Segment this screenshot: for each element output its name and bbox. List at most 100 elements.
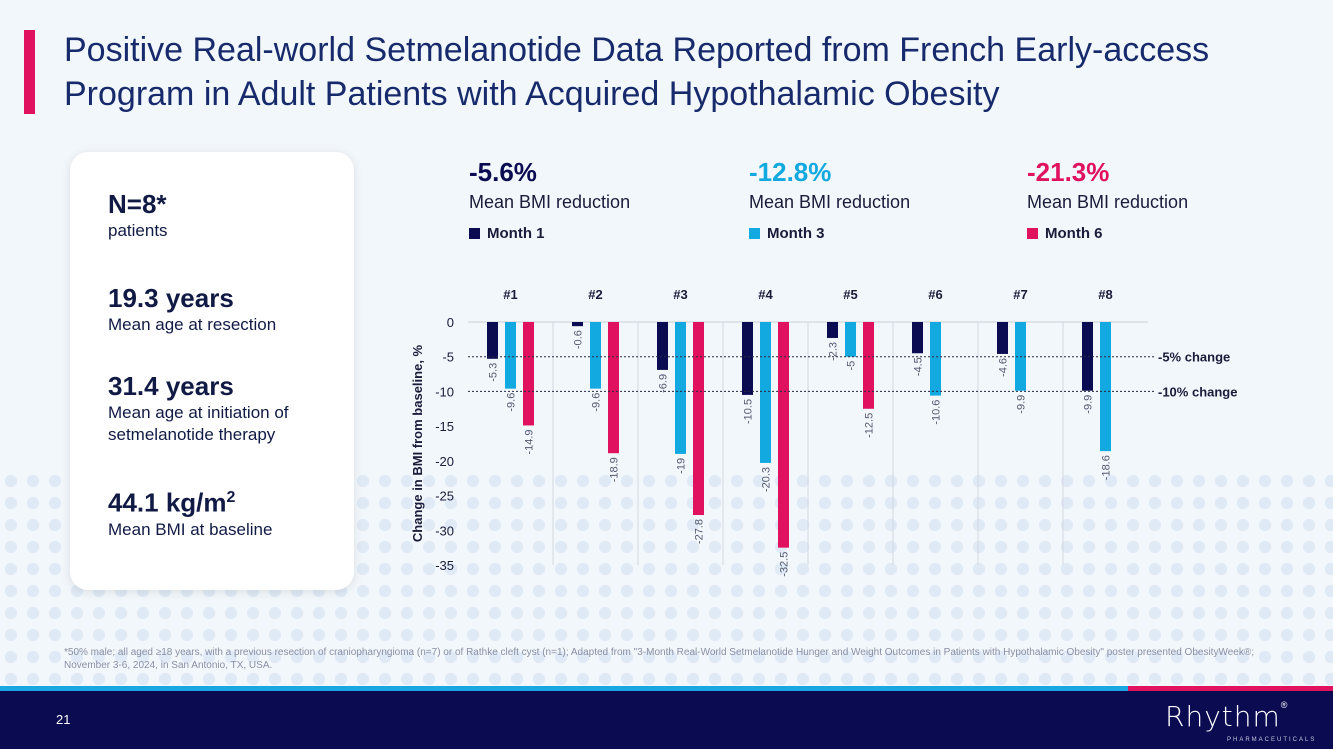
bar-month-3 (930, 322, 941, 396)
y-tick-label: -25 (435, 489, 454, 504)
reference-line-label: -10% change (1158, 384, 1237, 399)
bar-month-1 (912, 322, 923, 354)
footnote: *50% male; all aged ≥18 years, with a pr… (64, 647, 1254, 671)
data-label: -9.6 (591, 393, 603, 412)
rhythm-logo: Rhythm® PHARMACEUTICALS (1165, 700, 1314, 743)
bmi-change-bar-chart: 0 -5 -10 -15 -20 -25 -30 -35 Change in BMI from … (410, 287, 1237, 577)
data-label: -5 (846, 361, 858, 371)
footer-bar (0, 691, 1333, 749)
bar-month-1 (487, 322, 498, 359)
category-label: #1 (503, 287, 517, 302)
data-label: -9.9 (1083, 395, 1095, 414)
legend-swatch (1027, 228, 1038, 239)
stat-baseline-bmi: 44.1 kg/m2 Mean BMI at baseline (108, 482, 272, 541)
footer-stripe-pink (1128, 686, 1333, 691)
bar-month-1 (657, 322, 668, 370)
bar-month-6 (693, 322, 704, 516)
data-label: -0.6 (573, 330, 585, 349)
bar-month-1 (572, 322, 583, 327)
stat-value: 44.1 kg/m2 (108, 487, 236, 518)
data-label: -18.9 (609, 457, 621, 482)
data-label: -32.5 (779, 552, 791, 577)
logo-subtitle: PHARMACEUTICALS (1227, 737, 1317, 743)
summary-percent: -5.6% (469, 157, 537, 187)
summary-month-3: -12.8% Mean BMI reduction Month 3 (749, 156, 910, 242)
logo-wordmark: Rhythm (1165, 700, 1281, 733)
category-label: #3 (673, 287, 687, 302)
data-label: -27.8 (694, 519, 706, 544)
y-axis-label: Change in BMI from baseline, % (410, 344, 425, 542)
stat-superscript: 2 (226, 489, 236, 506)
y-tick-label: -20 (435, 454, 454, 469)
bar-month-6 (523, 322, 534, 426)
data-label: -19 (676, 458, 688, 474)
category-label: #7 (1013, 287, 1027, 302)
bar-month-6 (608, 322, 619, 454)
data-label: -4.6 (998, 358, 1010, 377)
legend-swatch (749, 228, 760, 239)
legend-swatch (469, 228, 480, 239)
legend-label: Month 3 (767, 225, 825, 242)
patient-stats-card: N=8* patients 19.3 years Mean age at res… (70, 152, 354, 590)
data-label: -12.5 (864, 413, 876, 438)
stat-value: 31.4 years (108, 371, 234, 401)
page-title: Positive Real-world Setmelanotide Data R… (64, 31, 1210, 113)
y-tick-label: 0 (447, 315, 454, 330)
summary-label: Mean BMI reduction (1027, 192, 1189, 212)
page-number: 21 (56, 712, 71, 727)
bar-month-3 (845, 322, 856, 357)
summary-label: Mean BMI reduction (749, 192, 911, 212)
y-tick-label: -15 (435, 419, 454, 434)
stat-label: Mean age at resection (108, 315, 277, 334)
summary-month-1: -5.6% Mean BMI reduction Month 1 (469, 156, 630, 242)
stat-label: Mean BMI at baseline (108, 519, 273, 539)
bar-month-6 (863, 322, 874, 409)
stat-age-resection: 19.3 years Mean age at resection (108, 282, 276, 336)
data-label: -9.9 (1016, 395, 1028, 414)
data-label: -18.6 (1101, 455, 1113, 480)
bar-month-3 (505, 322, 516, 389)
legend-label: Month 1 (487, 225, 545, 242)
bar-month-1 (997, 322, 1008, 354)
y-tick-label: -10 (435, 384, 454, 399)
logo-registered: ® (1280, 700, 1288, 710)
y-tick-label: -35 (435, 558, 454, 573)
summary-percent: -12.8% (749, 157, 832, 187)
stat-value: N=8* (108, 189, 167, 219)
category-label: #4 (758, 287, 773, 302)
data-label: -6.9 (658, 374, 670, 393)
y-tick-label: -5 (442, 350, 454, 365)
category-label: #2 (588, 287, 602, 302)
data-label: -10.5 (743, 399, 755, 424)
data-label: -9.6 (506, 393, 518, 412)
data-label: -5.3 (488, 363, 500, 382)
bar-month-3 (760, 322, 771, 463)
data-label: -20.3 (761, 467, 773, 492)
legend-month-3: Month 3 (749, 225, 910, 242)
legend-label: Month 6 (1045, 225, 1103, 242)
bar-month-3 (675, 322, 686, 454)
bar-month-3 (590, 322, 601, 389)
stat-label: patients (108, 221, 168, 240)
summary-percent: -21.3% (1027, 157, 1110, 187)
category-label: #5 (843, 287, 857, 302)
y-tick-label: -30 (435, 523, 454, 538)
bar-month-1 (1082, 322, 1093, 391)
data-label: -10.6 (931, 400, 943, 425)
legend-month-1: Month 1 (469, 225, 630, 242)
legend-month-6: Month 6 (1027, 225, 1188, 242)
stat-value: 19.3 years (108, 283, 234, 313)
bar-month-6 (778, 322, 789, 548)
bar-month-3 (1100, 322, 1111, 452)
data-label: -4.5 (913, 357, 925, 376)
stat-age-initiation: 31.4 years Mean age at initiation of set… (108, 370, 348, 446)
stat-patients: N=8* patients (108, 188, 168, 242)
reference-line-label: -5% change (1158, 350, 1230, 365)
data-label: -2.3 (828, 342, 840, 361)
summary-label: Mean BMI reduction (469, 192, 631, 212)
bar-month-1 (742, 322, 753, 395)
footer-stripe-blue (0, 686, 1128, 691)
stat-label: Mean age at initiation of setmelanotide … (108, 403, 289, 444)
category-label: #8 (1098, 287, 1112, 302)
title-accent-bar (24, 30, 35, 114)
